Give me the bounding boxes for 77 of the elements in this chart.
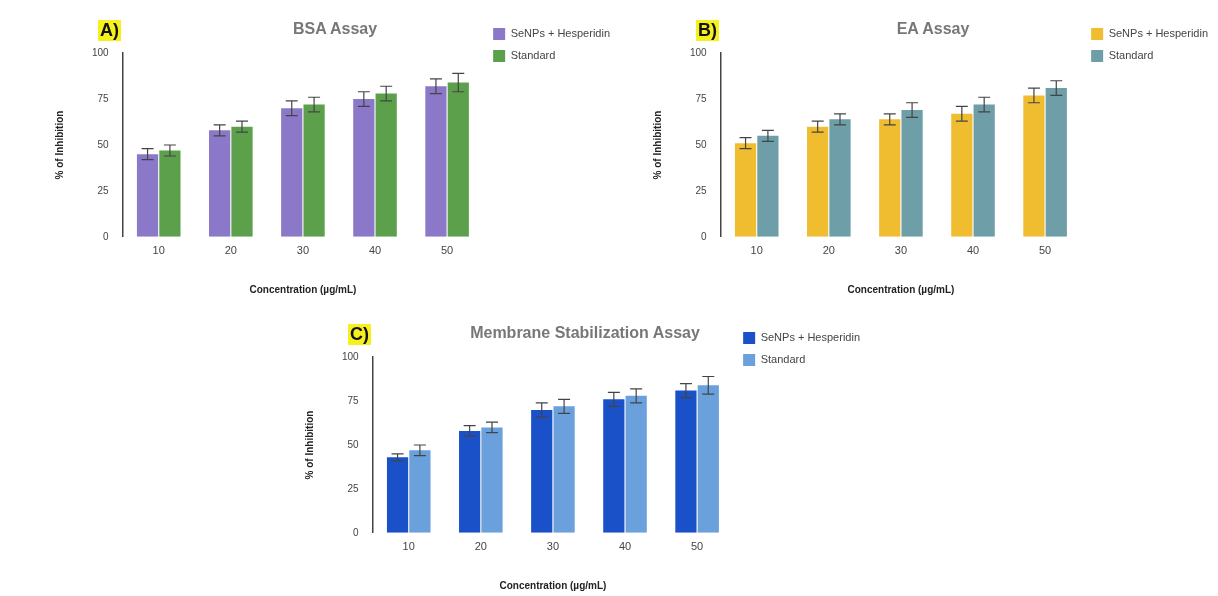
bar	[303, 104, 325, 237]
y-tick-label: 0	[353, 526, 360, 538]
bar	[231, 126, 253, 237]
text: C)	[348, 324, 371, 345]
legend-label: SeNPs + Hesperidin	[1108, 27, 1208, 40]
bar	[757, 135, 779, 237]
y-tick-label: 0	[701, 230, 708, 242]
legend-label: Standard	[510, 49, 556, 62]
x-tick-label: 50	[1038, 244, 1052, 257]
legend-label: SeNPs + Hesperidin	[510, 27, 610, 40]
y-tick-label: 75	[347, 394, 360, 406]
bar	[951, 113, 973, 237]
bar	[425, 86, 447, 237]
y-tick-label: 75	[695, 92, 708, 104]
y-tick-label: 75	[97, 92, 110, 104]
bar	[901, 110, 923, 237]
text: B)	[696, 20, 719, 41]
x-tick-label: 20	[822, 244, 835, 257]
y-tick-label: 25	[695, 184, 708, 196]
x-tick-label: 10	[402, 540, 415, 553]
y-axis-title: % of Inhibition	[651, 110, 663, 180]
legend-label: Standard	[1108, 49, 1154, 62]
bar	[447, 82, 469, 237]
x-tick-label: 40	[368, 244, 382, 257]
bar	[531, 409, 553, 533]
x-axis-title: Concentration (µg/mL)	[847, 283, 955, 295]
bar	[459, 430, 481, 533]
bar	[353, 99, 375, 237]
bar	[1045, 88, 1067, 237]
x-axis-title: Concentration (µg/mL)	[499, 579, 607, 591]
x-tick-label: 30	[894, 244, 908, 257]
bar	[159, 150, 181, 237]
bar	[481, 427, 503, 533]
bar	[625, 395, 647, 533]
y-axis-title: % of Inhibition	[303, 410, 315, 480]
x-tick-label: 10	[750, 244, 763, 257]
x-tick-label: 50	[440, 244, 454, 257]
y-tick-label: 25	[97, 184, 110, 196]
y-tick-label: 100	[92, 46, 110, 58]
chart-title: BSA Assay	[292, 20, 378, 38]
x-tick-label: 30	[296, 244, 310, 257]
bar	[879, 119, 901, 237]
bar	[829, 119, 851, 237]
bar	[675, 390, 697, 533]
x-axis-title: Concentration (µg/mL)	[249, 283, 357, 295]
x-tick-label: 40	[966, 244, 980, 257]
bar	[1023, 95, 1045, 237]
bar	[734, 143, 757, 237]
bar	[697, 385, 719, 533]
bar	[973, 104, 995, 237]
bar	[136, 154, 159, 237]
bar	[386, 457, 409, 533]
bar	[807, 126, 829, 237]
y-tick-label: 100	[342, 350, 360, 362]
y-axis-title: % of Inhibition	[53, 110, 65, 180]
legend-label: Standard	[760, 353, 806, 366]
x-tick-label: 40	[618, 540, 632, 553]
bar	[409, 450, 431, 533]
bar	[603, 399, 625, 533]
legend-label: SeNPs + Hesperidin	[760, 331, 860, 344]
x-tick-label: 10	[152, 244, 165, 257]
y-tick-label: 25	[347, 482, 360, 494]
bar	[375, 93, 397, 237]
y-tick-label: 50	[347, 438, 360, 450]
chart-title: Membrane Stabilization Assay	[470, 324, 700, 342]
y-tick-label: 50	[695, 138, 708, 150]
bar	[281, 108, 303, 237]
y-tick-label: 0	[103, 230, 110, 242]
x-tick-label: 20	[224, 244, 237, 257]
bar	[553, 406, 575, 533]
text: A)	[98, 20, 121, 41]
chart-title: EA Assay	[896, 20, 970, 38]
y-tick-label: 100	[690, 46, 708, 58]
y-tick-label: 50	[97, 138, 110, 150]
bar	[209, 130, 231, 237]
x-tick-label: 30	[546, 540, 560, 553]
x-tick-label: 20	[474, 540, 487, 553]
